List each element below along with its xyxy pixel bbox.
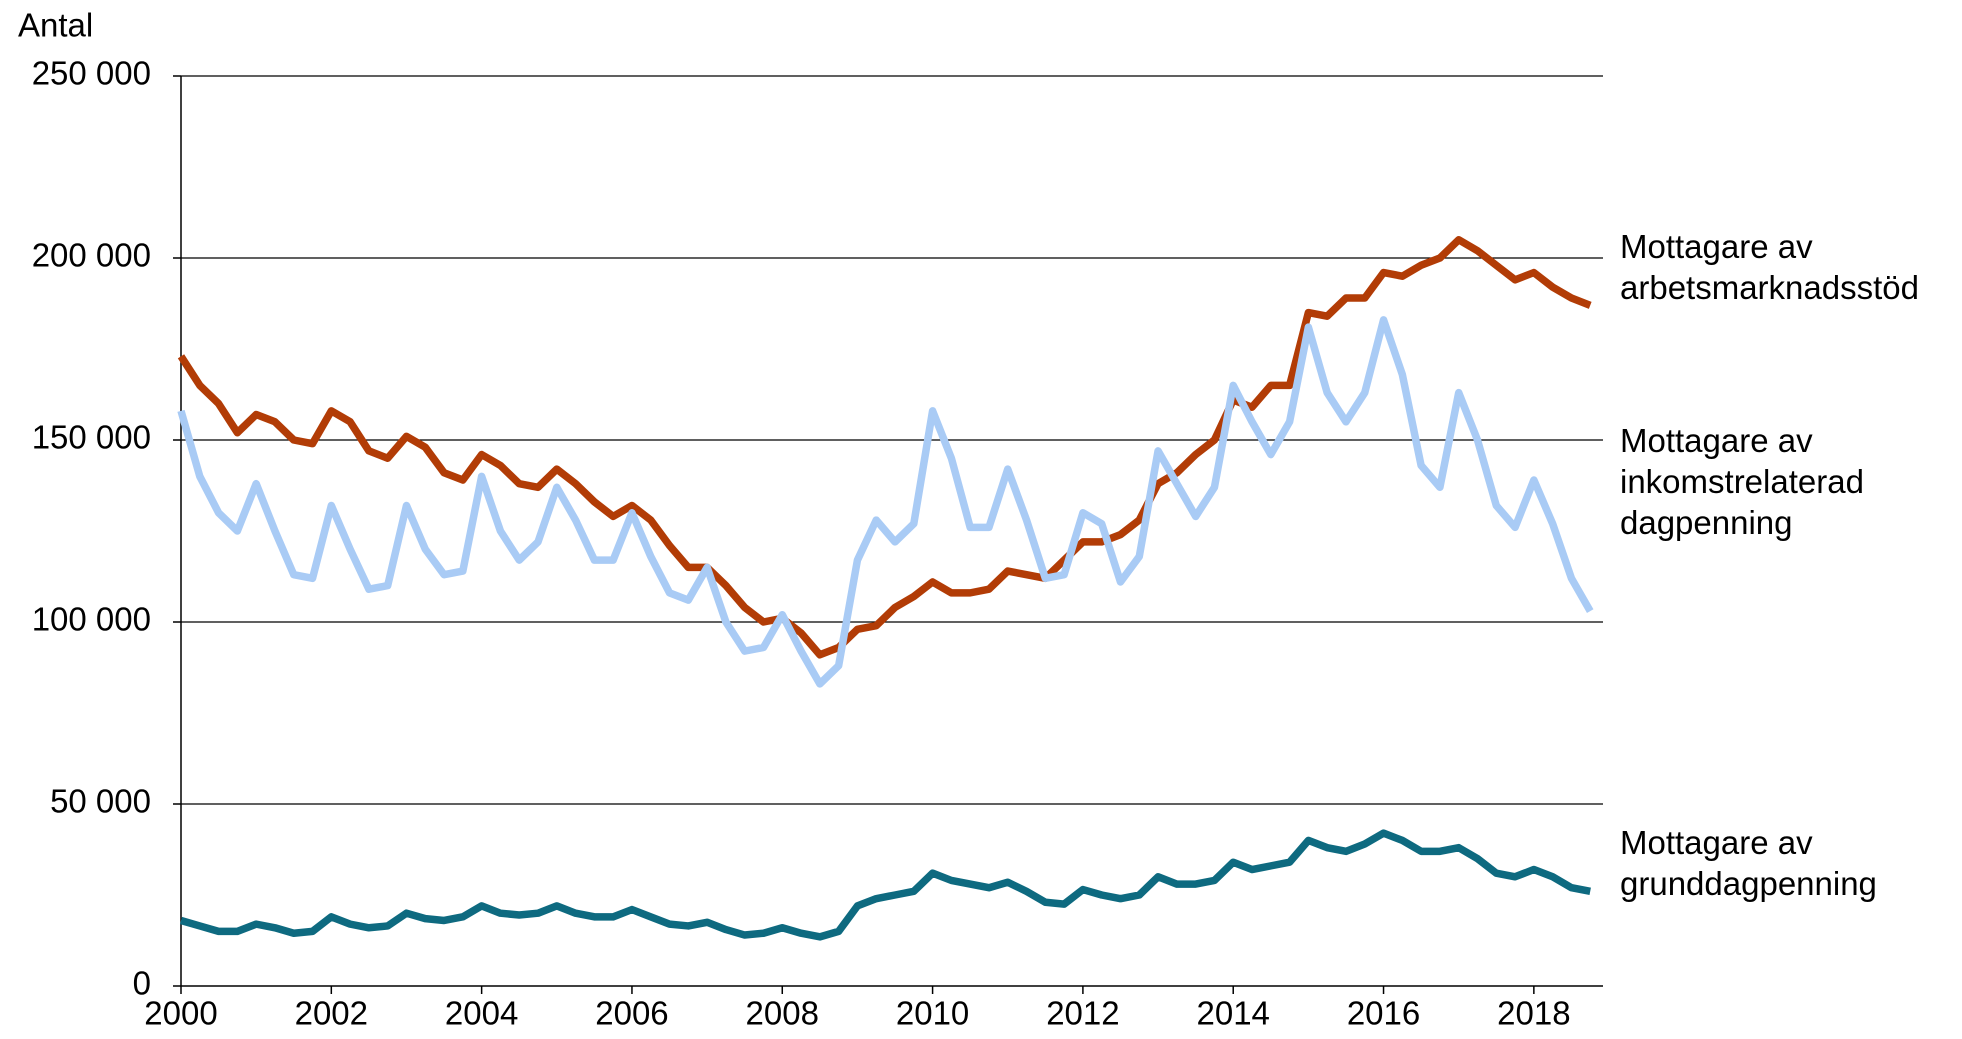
y-tick-label: 50 000: [50, 783, 151, 820]
series-line: [177, 316, 1594, 688]
x-tick-label: 2008: [746, 995, 819, 1032]
y-tick-label: 150 000: [32, 419, 151, 456]
series-label: Mottagare av grunddagpenning: [1620, 824, 1877, 902]
x-tick-label: 2016: [1347, 995, 1420, 1032]
series-label: Mottagare av inkomstrelaterad dagpenning: [1620, 422, 1864, 541]
y-tick-label: 0: [133, 965, 151, 1002]
x-tick-label: 2002: [295, 995, 368, 1032]
y-tick-label: 250 000: [32, 55, 151, 92]
series-label: Mottagare av arbetsmarknadsstöd: [1620, 228, 1919, 306]
x-tick-label: 2014: [1197, 995, 1270, 1032]
y-tick-label: 200 000: [32, 237, 151, 274]
x-tick-label: 2018: [1497, 995, 1570, 1032]
y-tick-label: 100 000: [32, 601, 151, 638]
x-tick-label: 2004: [445, 995, 518, 1032]
x-tick-label: 2010: [896, 995, 969, 1032]
y-axis-label: Antal: [18, 7, 93, 44]
x-tick-label: 2000: [144, 995, 217, 1032]
x-tick-label: 2012: [1046, 995, 1119, 1032]
x-tick-label: 2006: [595, 995, 668, 1032]
series-line: [177, 236, 1592, 659]
series-line: [179, 829, 1591, 941]
